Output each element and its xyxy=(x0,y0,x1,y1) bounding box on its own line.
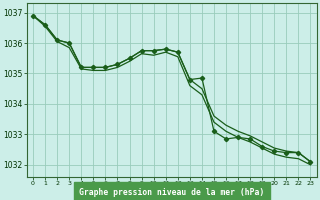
X-axis label: Graphe pression niveau de la mer (hPa): Graphe pression niveau de la mer (hPa) xyxy=(79,188,264,197)
